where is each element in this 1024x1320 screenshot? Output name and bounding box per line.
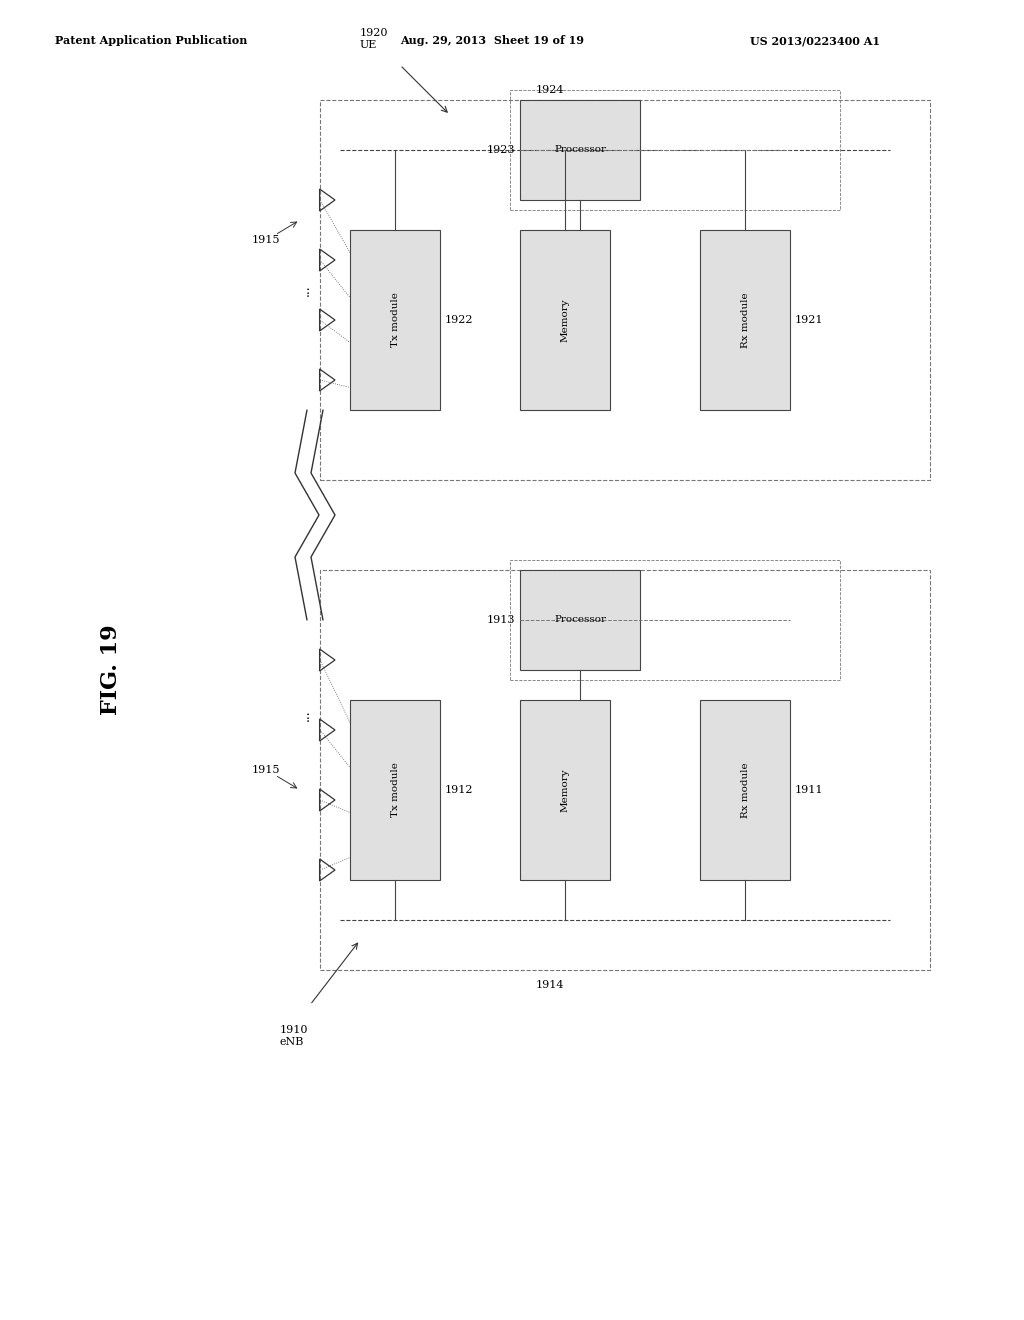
Text: ...: ... [299,709,311,721]
Text: Processor: Processor [554,615,606,624]
Text: Memory: Memory [560,768,569,812]
Text: 1924: 1924 [536,84,564,95]
Text: 1913: 1913 [486,615,515,624]
FancyBboxPatch shape [700,700,790,880]
Text: 1921: 1921 [795,315,823,325]
Text: 1912: 1912 [445,785,473,795]
Text: 1915: 1915 [252,235,280,246]
FancyBboxPatch shape [350,230,440,411]
Text: Memory: Memory [560,298,569,342]
Text: Patent Application Publication: Patent Application Publication [55,36,248,46]
Text: 1915: 1915 [252,766,280,775]
Text: 1920
UE: 1920 UE [360,29,388,50]
Text: 1910
eNB: 1910 eNB [280,1026,308,1047]
Text: Aug. 29, 2013  Sheet 19 of 19: Aug. 29, 2013 Sheet 19 of 19 [400,36,584,46]
FancyBboxPatch shape [520,100,640,201]
FancyBboxPatch shape [520,700,610,880]
FancyBboxPatch shape [350,700,440,880]
Text: 1911: 1911 [795,785,823,795]
Text: Rx module: Rx module [740,292,750,347]
Text: US 2013/0223400 A1: US 2013/0223400 A1 [750,36,880,46]
Text: 1922: 1922 [445,315,473,325]
FancyBboxPatch shape [520,230,610,411]
FancyBboxPatch shape [700,230,790,411]
FancyBboxPatch shape [520,570,640,671]
Text: 1923: 1923 [486,145,515,154]
Text: Tx module: Tx module [390,763,399,817]
Text: 1914: 1914 [536,979,564,990]
Text: Rx module: Rx module [740,762,750,818]
Text: Processor: Processor [554,145,606,154]
Text: FIG. 19: FIG. 19 [100,624,122,715]
Text: ...: ... [299,284,311,296]
Text: Tx module: Tx module [390,293,399,347]
